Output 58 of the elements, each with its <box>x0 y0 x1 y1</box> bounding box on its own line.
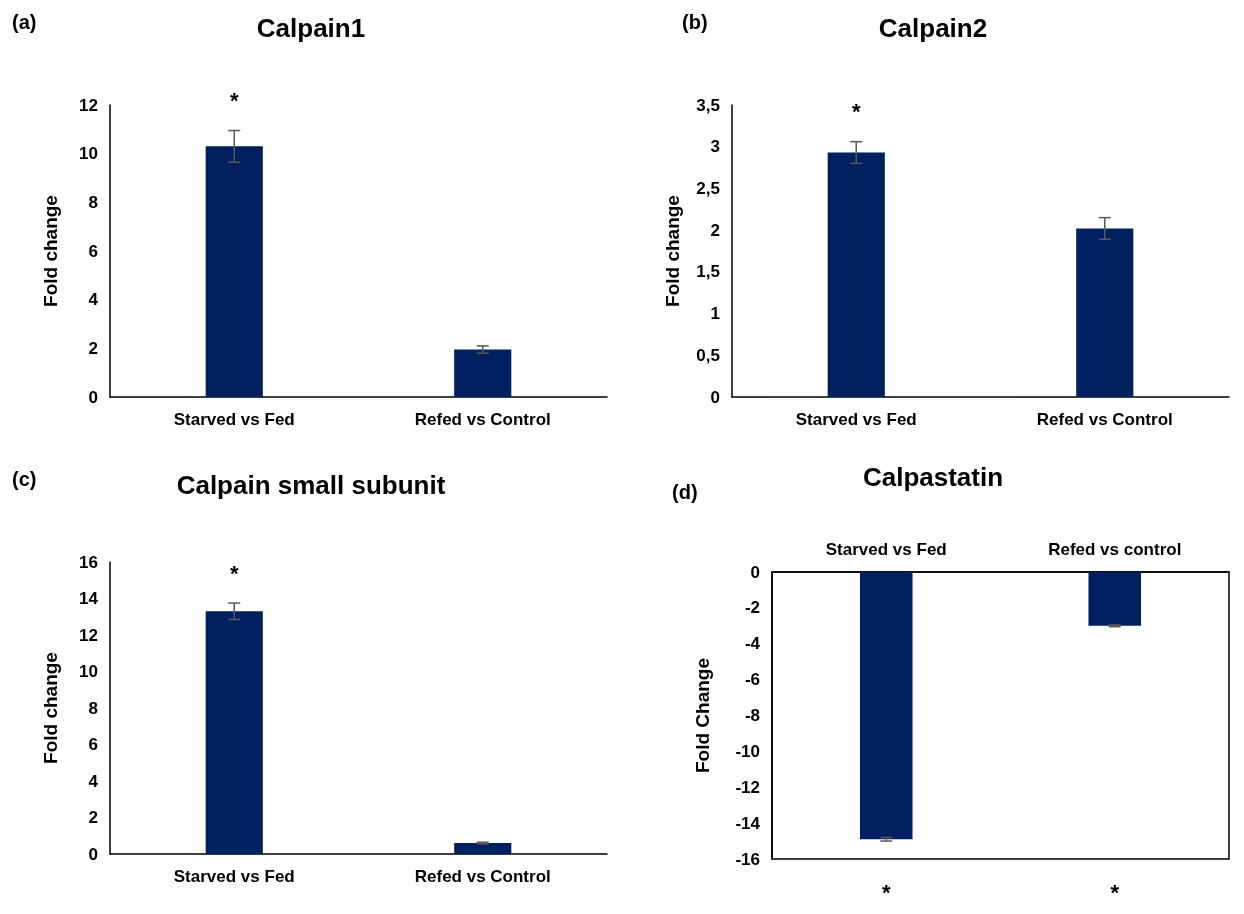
x-tick-label: Refed vs control <box>1048 540 1182 559</box>
y-tick-label: 12 <box>79 625 98 645</box>
y-tick-label: 2 <box>710 220 720 240</box>
y-tick-label: 0 <box>750 562 760 582</box>
y-tick-label: -2 <box>744 598 760 618</box>
x-tick-label: Starved vs Fed <box>173 410 295 429</box>
x-tick-label: Refed vs Control <box>414 410 551 429</box>
y-tick-label: 4 <box>88 771 99 791</box>
text: (b) <box>682 11 708 33</box>
y-tick-label: 0,5 <box>696 345 720 365</box>
y-tick-label: 12 <box>79 95 98 115</box>
y-tick-label: 1,5 <box>696 262 720 282</box>
y-tick-label: -16 <box>735 849 760 869</box>
y-tick-label: 3 <box>710 137 720 157</box>
text: (a) <box>12 11 37 33</box>
y-tick-label: -4 <box>744 634 761 654</box>
text: * <box>881 879 891 905</box>
y-tick-label: -8 <box>744 706 760 725</box>
y-axis-title: Fold change <box>662 195 683 307</box>
y-tick-label: 2,5 <box>696 178 720 198</box>
x-tick-label: Refed vs Control <box>414 867 551 886</box>
y-tick-label: -10 <box>735 741 760 761</box>
y-tick-label: 3,5 <box>696 95 720 115</box>
annotation: * <box>229 560 239 586</box>
y-tick-label: 8 <box>88 192 98 212</box>
y-tick-label: 2 <box>88 808 98 827</box>
y-tick-label: 16 <box>79 552 98 572</box>
annotation: * <box>229 88 239 114</box>
x-tick-label: Refed vs Control <box>1036 410 1173 429</box>
chart-title: Calpain small subunit <box>176 470 446 500</box>
y-tick-label: 10 <box>79 144 98 164</box>
annotation: * <box>851 99 861 125</box>
text: (c) <box>12 468 37 490</box>
y-tick-label: 0 <box>710 387 720 407</box>
y-axis-title: Fold change <box>40 652 61 764</box>
y-tick-label: -6 <box>744 670 760 690</box>
y-tick-label: 2 <box>88 338 98 358</box>
y-axis-title: Fold Change <box>692 657 713 774</box>
x-tick-label: Starved vs Fed <box>825 540 947 559</box>
chart-title: Calpain1 <box>256 13 366 43</box>
text: * <box>1110 879 1120 905</box>
y-tick-label: 0 <box>88 387 98 407</box>
chart-title: Calpain2 <box>878 13 988 43</box>
y-axis-title: Fold change <box>40 195 61 307</box>
y-tick-label: 6 <box>88 735 98 754</box>
chart-title: Calpastatin <box>862 462 1004 492</box>
y-tick-label: -12 <box>735 777 760 797</box>
y-tick-label: 10 <box>79 662 98 681</box>
x-tick-label: Starved vs Fed <box>173 867 295 886</box>
y-tick-label: 1 <box>710 304 720 324</box>
x-tick-label: Starved vs Fed <box>795 410 917 429</box>
y-tick-label: 6 <box>88 241 98 261</box>
y-tick-label: 0 <box>88 844 98 864</box>
y-tick-label: 4 <box>88 290 99 310</box>
text: (d) <box>672 481 698 503</box>
y-tick-label: 8 <box>88 698 98 718</box>
y-tick-label: -14 <box>735 813 761 833</box>
y-tick-label: 14 <box>79 589 99 608</box>
